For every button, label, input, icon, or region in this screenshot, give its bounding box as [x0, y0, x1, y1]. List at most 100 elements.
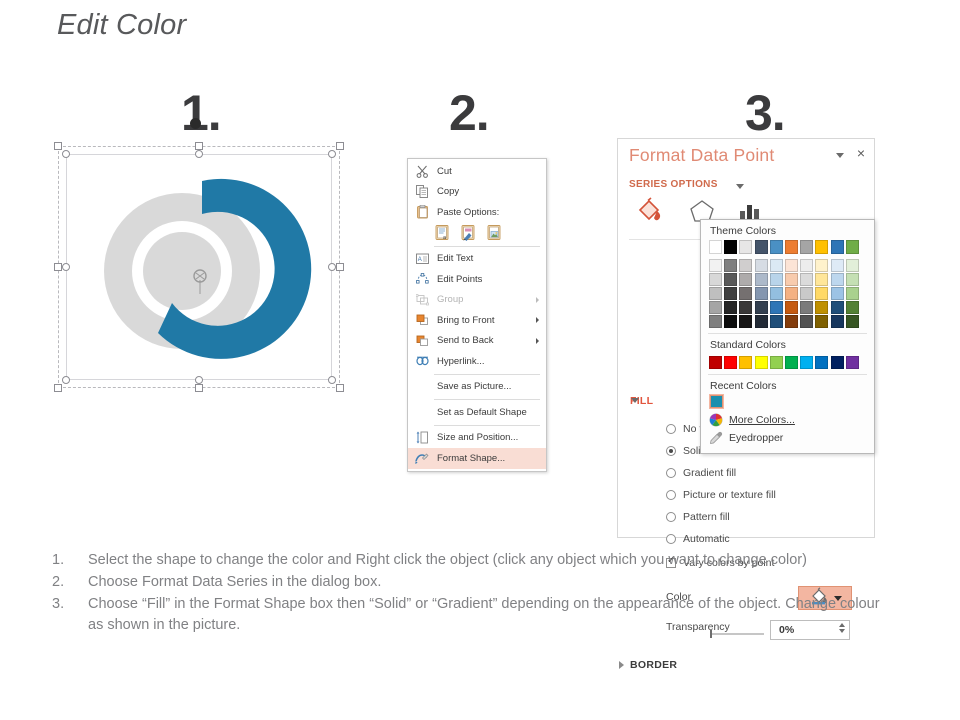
inner-handle-sw[interactable] [62, 376, 70, 384]
theme-tint-swatch[interactable] [815, 259, 829, 272]
paste-options-row[interactable]: a [408, 223, 546, 244]
theme-tint-swatch[interactable] [815, 301, 829, 314]
theme-tint-swatch[interactable] [754, 315, 768, 328]
series-options-label[interactable]: SERIES OPTIONS [629, 179, 718, 190]
theme-tint-swatch[interactable] [830, 287, 844, 300]
selection-handle-e[interactable] [336, 263, 344, 271]
theme-color-column[interactable] [769, 240, 783, 328]
radio-automatic-fill[interactable]: Automatic [666, 533, 730, 545]
theme-tint-swatch[interactable] [815, 315, 829, 328]
standard-color-swatch[interactable] [739, 356, 753, 369]
menu-item-cut[interactable]: Cut [408, 161, 546, 182]
theme-tint-swatch[interactable] [739, 287, 753, 300]
series-options-chevron-icon[interactable] [736, 184, 744, 189]
theme-tint-swatch[interactable] [845, 273, 859, 286]
theme-tint-swatch[interactable] [784, 301, 798, 314]
theme-tint-swatch[interactable] [830, 301, 844, 314]
selection-handle-nw[interactable] [54, 142, 62, 150]
radio-icon-selected[interactable] [666, 446, 676, 456]
chevron-down-icon[interactable] [836, 153, 844, 158]
selection-handle-ne[interactable] [336, 142, 344, 150]
theme-color-column[interactable] [800, 240, 814, 328]
theme-tint-swatch[interactable] [739, 259, 753, 272]
radio-icon[interactable] [666, 512, 676, 522]
theme-tint-swatch[interactable] [724, 259, 738, 272]
pane-toolbar[interactable] [630, 197, 866, 227]
selection-handle-se[interactable] [336, 384, 344, 392]
recent-color-swatch[interactable] [709, 394, 724, 409]
theme-color-swatch[interactable] [754, 240, 768, 254]
theme-color-column[interactable] [709, 240, 722, 328]
inner-handle-s[interactable] [195, 376, 203, 384]
inner-handle-w[interactable] [62, 263, 70, 271]
theme-tint-swatch[interactable] [800, 287, 814, 300]
checkbox-icon-checked[interactable] [666, 556, 676, 568]
theme-tint-swatch[interactable] [724, 273, 738, 286]
inner-handle-ne[interactable] [328, 150, 336, 158]
theme-tint-swatch[interactable] [800, 273, 814, 286]
inner-handle-e[interactable] [328, 263, 336, 271]
theme-color-swatch[interactable] [739, 240, 753, 254]
close-icon[interactable]: × [856, 145, 865, 161]
standard-color-swatch[interactable] [784, 356, 798, 369]
transparency-value[interactable]: 0% [779, 624, 795, 636]
selection-handle-sw[interactable] [54, 384, 62, 392]
donut-chart-graphic[interactable] [72, 156, 324, 378]
theme-tint-swatch[interactable] [815, 287, 829, 300]
theme-tint-swatch[interactable] [769, 301, 783, 314]
inner-handle-nw[interactable] [62, 150, 70, 158]
theme-tint-swatch[interactable] [709, 301, 722, 314]
theme-tint-swatch[interactable] [845, 315, 859, 328]
standard-color-swatch[interactable] [754, 356, 768, 369]
standard-color-swatch[interactable] [769, 356, 783, 369]
menu-item-format-shape[interactable]: Format Shape... [408, 448, 546, 469]
standard-color-swatch[interactable] [845, 356, 859, 369]
context-menu[interactable]: Cut Copy [407, 158, 547, 472]
theme-tint-swatch[interactable] [800, 301, 814, 314]
standard-color-swatch[interactable] [815, 356, 829, 369]
theme-tint-swatch[interactable] [739, 301, 753, 314]
theme-tint-swatch[interactable] [830, 273, 844, 286]
theme-tint-swatch[interactable] [724, 287, 738, 300]
theme-tint-swatch[interactable] [845, 301, 859, 314]
inner-handle-se[interactable] [328, 376, 336, 384]
standard-color-swatch[interactable] [800, 356, 814, 369]
eyedropper-item[interactable]: Eyedropper [701, 429, 874, 447]
theme-color-column[interactable] [784, 240, 798, 328]
theme-color-swatch[interactable] [709, 240, 722, 254]
transparency-slider[interactable] [708, 626, 766, 638]
menu-item-edit-points[interactable]: Edit Points [408, 269, 546, 290]
theme-tint-swatch[interactable] [800, 259, 814, 272]
shape-selection-area[interactable] [54, 142, 344, 392]
theme-tint-swatch[interactable] [800, 315, 814, 328]
theme-tint-swatch[interactable] [754, 259, 768, 272]
theme-color-column[interactable] [754, 240, 768, 328]
menu-item-save-as-picture[interactable]: Save as Picture... [408, 377, 546, 398]
theme-tint-swatch[interactable] [769, 315, 783, 328]
radio-pattern-fill[interactable]: Pattern fill [666, 511, 730, 523]
theme-colors-grid[interactable] [701, 240, 874, 328]
theme-color-swatch[interactable] [769, 240, 783, 254]
selection-handle-n[interactable] [195, 142, 203, 150]
theme-tint-swatch[interactable] [724, 315, 738, 328]
selection-handle-s[interactable] [195, 384, 203, 392]
radio-icon[interactable] [666, 424, 676, 434]
transparency-spinner[interactable]: 0% [770, 620, 850, 640]
standard-colors-grid[interactable] [701, 354, 874, 369]
checkbox-vary-colors[interactable]: Vary colors by point [666, 556, 774, 569]
radio-icon[interactable] [666, 534, 676, 544]
menu-item-hyperlink[interactable]: Hyperlink... [408, 351, 546, 372]
color-picker-flyout[interactable]: Theme Colors Standard Colors Recent Colo… [700, 219, 875, 454]
spinner-arrows[interactable] [839, 623, 845, 633]
fill-color-button[interactable] [798, 586, 852, 610]
theme-color-swatch[interactable] [784, 240, 798, 254]
menu-item-bring-to-front[interactable]: Bring to Front [408, 310, 546, 331]
theme-tint-swatch[interactable] [739, 273, 753, 286]
menu-item-size-and-position[interactable]: Size and Position... [408, 428, 546, 449]
menu-item-send-to-back[interactable]: Send to Back [408, 331, 546, 352]
theme-color-column[interactable] [815, 240, 829, 328]
series-bars-icon[interactable] [738, 201, 764, 228]
theme-tint-swatch[interactable] [769, 259, 783, 272]
spinner-down-icon[interactable] [839, 629, 845, 633]
fill-section-header[interactable]: FILL [630, 395, 653, 407]
